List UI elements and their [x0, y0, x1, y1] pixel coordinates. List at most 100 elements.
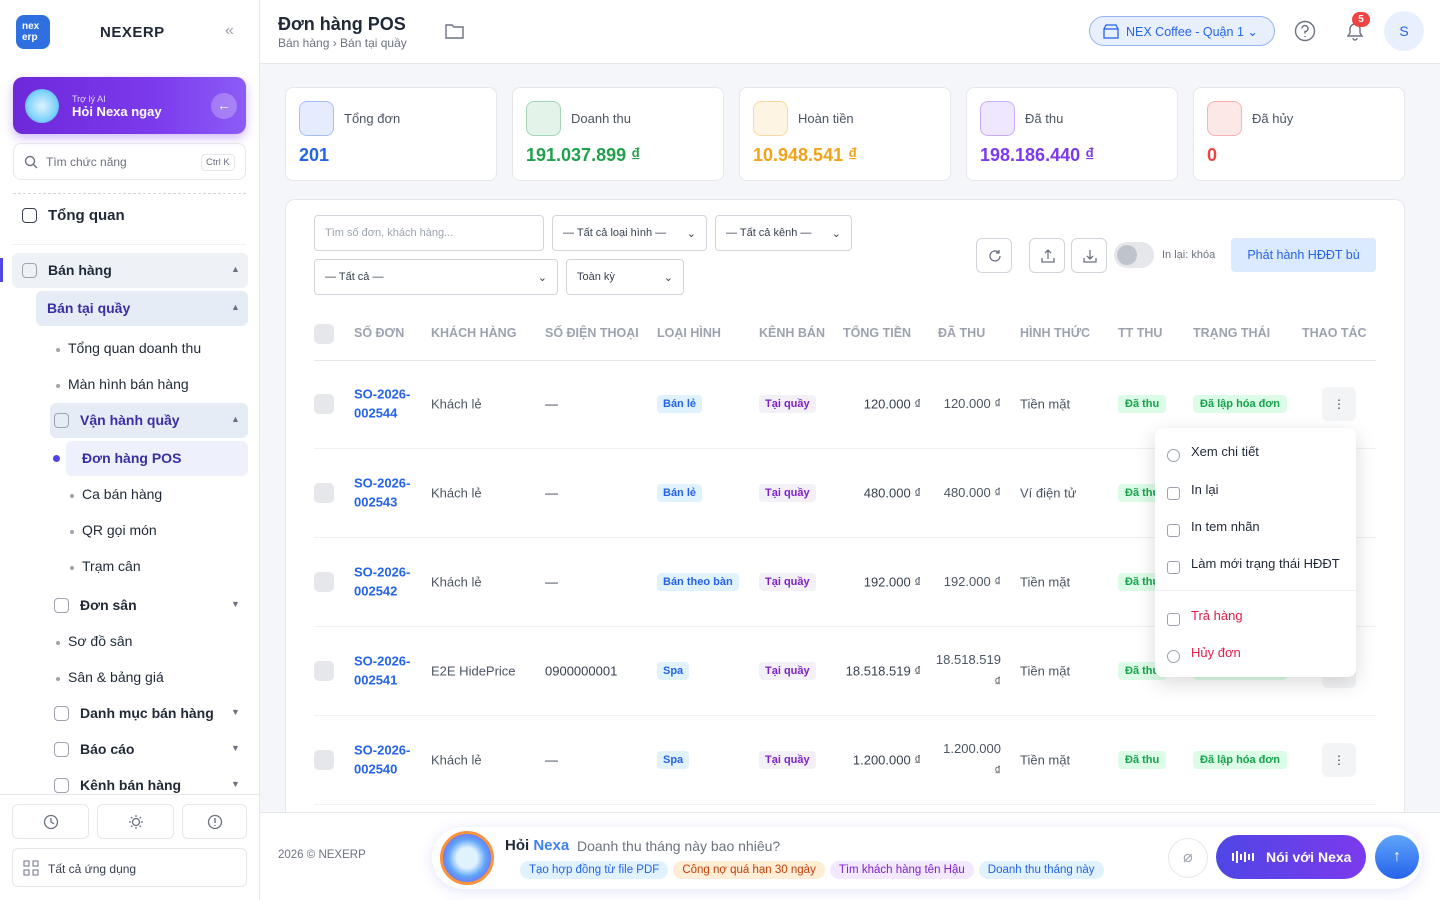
order-search[interactable]: Tìm số đơn, khách hàng... — [314, 215, 544, 251]
menu-option[interactable]: Làm mới trạng thái HĐĐT — [1191, 556, 1340, 571]
row-checkbox[interactable] — [314, 572, 334, 592]
refresh-button[interactable] — [976, 238, 1012, 273]
avatar[interactable]: S — [1384, 11, 1424, 51]
ai-arrow[interactable]: ← — [211, 93, 237, 119]
bullet — [56, 641, 60, 645]
menu-icon — [1167, 613, 1180, 626]
type-badge: Spa — [657, 662, 690, 680]
menu-item[interactable]: Báo cáo — [80, 741, 135, 757]
menu-option[interactable]: In tem nhãn — [1191, 519, 1260, 534]
action-button[interactable]: ⋮ — [1322, 387, 1356, 421]
all-apps[interactable]: Tất cả ứng dụng — [12, 848, 247, 887]
menu-item[interactable]: Bán hàng — [48, 262, 112, 278]
bullet — [70, 530, 74, 534]
row-checkbox[interactable] — [314, 661, 334, 681]
menu-option[interactable]: Trả hàng — [1191, 608, 1243, 623]
row-checkbox[interactable] — [314, 483, 334, 503]
paid: 120.000 ₫ — [943, 396, 1001, 411]
channel-badge: Tại quầy — [759, 751, 816, 769]
folder-icon[interactable] — [445, 22, 465, 40]
ai-title: Hỏi Nexa ngay — [72, 104, 162, 119]
history-button[interactable] — [12, 804, 89, 839]
ai-card[interactable]: Trợ lý AI Hỏi Nexa ngay ← — [13, 77, 246, 134]
menu-item[interactable]: Sơ đồ sân — [68, 633, 133, 649]
collapse-button[interactable]: « — [225, 22, 234, 39]
menu-search[interactable]: Tìm chức năng Ctrl K — [13, 143, 246, 180]
menu-item[interactable]: Tổng quan — [48, 207, 125, 224]
channel-filter[interactable]: — Tất cả kênh — ⌄ — [715, 215, 852, 251]
menu-item[interactable]: Bán tại quầy — [47, 300, 131, 316]
order-number[interactable]: SO-2026-002540 — [354, 742, 411, 777]
active-bar — [0, 258, 3, 282]
menu-item[interactable]: QR gọi món — [82, 522, 157, 538]
search-icon — [24, 155, 38, 169]
menu-item[interactable]: Ca bán hàng — [82, 486, 163, 502]
ai-avatar[interactable] — [440, 831, 494, 885]
order-number[interactable]: SO-2026-002542 — [354, 564, 411, 599]
order-number[interactable]: SO-2026-002544 — [354, 386, 411, 421]
download-button[interactable] — [1071, 238, 1107, 273]
divider — [314, 537, 1376, 538]
issue-invoice-button[interactable]: Phát hành HĐĐT bù — [1231, 238, 1376, 272]
export-button[interactable] — [1029, 238, 1065, 273]
store-selector[interactable]: NEX Coffee - Quận 1 ⌄ — [1089, 16, 1275, 46]
menu-item[interactable]: Trạm cân — [82, 558, 141, 574]
stat-icon — [299, 101, 334, 136]
channel-badge: Tại quầy — [759, 395, 816, 413]
menu-option[interactable]: Hủy đơn — [1191, 645, 1241, 660]
channel-badge: Tại quầy — [759, 484, 816, 502]
column-header: KÊNH BÁN — [759, 326, 825, 340]
suggestion-chip[interactable]: Tìm khách hàng tên Hậu — [829, 861, 974, 879]
total: 1.200.000 ₫ — [852, 752, 921, 768]
suggestion-chip[interactable]: Tạo hợp đồng từ file PDF — [520, 861, 669, 879]
divider — [0, 794, 259, 795]
menu-icon — [54, 598, 69, 613]
send-button[interactable]: ↑ — [1375, 835, 1419, 879]
stat-card: Doanh thu 191.037.899 ₫ — [512, 87, 724, 181]
status-filter[interactable]: — Tất cả — ⌄ — [314, 259, 558, 295]
order-number[interactable]: SO-2026-002543 — [354, 475, 411, 510]
row-checkbox[interactable] — [314, 394, 334, 414]
menu-item[interactable]: Đơn sân — [80, 597, 137, 613]
print-toggle[interactable] — [1114, 242, 1154, 268]
paid: 1.200.000 ₫ — [943, 741, 1001, 778]
menu-item[interactable]: Kênh bán hàng — [80, 777, 182, 793]
column-header: THAO TÁC — [1302, 326, 1367, 340]
menu-item[interactable]: Sân & bảng giá — [68, 669, 164, 685]
prompt[interactable]: Doanh thu tháng này bao nhiêu? — [577, 838, 781, 854]
period-filter[interactable]: Toàn kỳ ⌄ — [566, 259, 684, 295]
action-button[interactable]: ⋮ — [1322, 743, 1356, 777]
suggestion-chip[interactable]: Doanh thu tháng này — [978, 861, 1104, 879]
order-number[interactable]: SO-2026-002541 — [354, 653, 411, 688]
alert-button[interactable] — [182, 804, 247, 839]
menu-option[interactable]: Xem chi tiết — [1191, 444, 1259, 459]
payment-method: Tiền mặt — [1020, 574, 1071, 590]
menu-item[interactable]: Tổng quan doanh thu — [68, 340, 202, 356]
column-header: ĐÃ THU — [938, 326, 986, 340]
store-name: NEX Coffee - Quận 1 — [1126, 25, 1244, 39]
select-all[interactable] — [314, 324, 334, 344]
voice-button[interactable]: Nói với Nexa — [1216, 835, 1366, 879]
suggestion-chip[interactable]: Công nợ quá hạn 30 ngày — [673, 861, 825, 879]
payment-method: Tiền mặt — [1020, 396, 1071, 412]
stat-label: Doanh thu — [571, 111, 631, 126]
row-checkbox[interactable] — [314, 750, 334, 770]
menu-item[interactable]: Danh mục bán hàng — [80, 705, 214, 721]
total: 18.518.519 ₫ — [845, 663, 921, 679]
type-filter[interactable]: — Tất cả loại hình — ⌄ — [552, 215, 707, 251]
logo-text: nex — [22, 21, 40, 32]
menu-item[interactable]: Vận hành quầy — [80, 412, 180, 428]
logo-text: erp — [22, 32, 38, 43]
help-icon[interactable] — [1294, 20, 1316, 42]
column-header: HÌNH THỨC — [1020, 326, 1091, 340]
menu-option[interactable]: In lại — [1191, 482, 1219, 497]
payment-method: Tiền mặt — [1020, 752, 1071, 768]
menu-item[interactable]: Đơn hàng POS — [82, 450, 182, 466]
stat-label: Tổng đơn — [344, 111, 401, 126]
menu-item[interactable]: Màn hình bán hàng — [68, 376, 189, 392]
menu-icon — [22, 208, 37, 223]
shortcut: Ctrl K — [201, 154, 235, 171]
divider — [13, 193, 246, 194]
attach-button[interactable]: ⌀ — [1168, 838, 1208, 878]
theme-button[interactable] — [97, 804, 174, 839]
